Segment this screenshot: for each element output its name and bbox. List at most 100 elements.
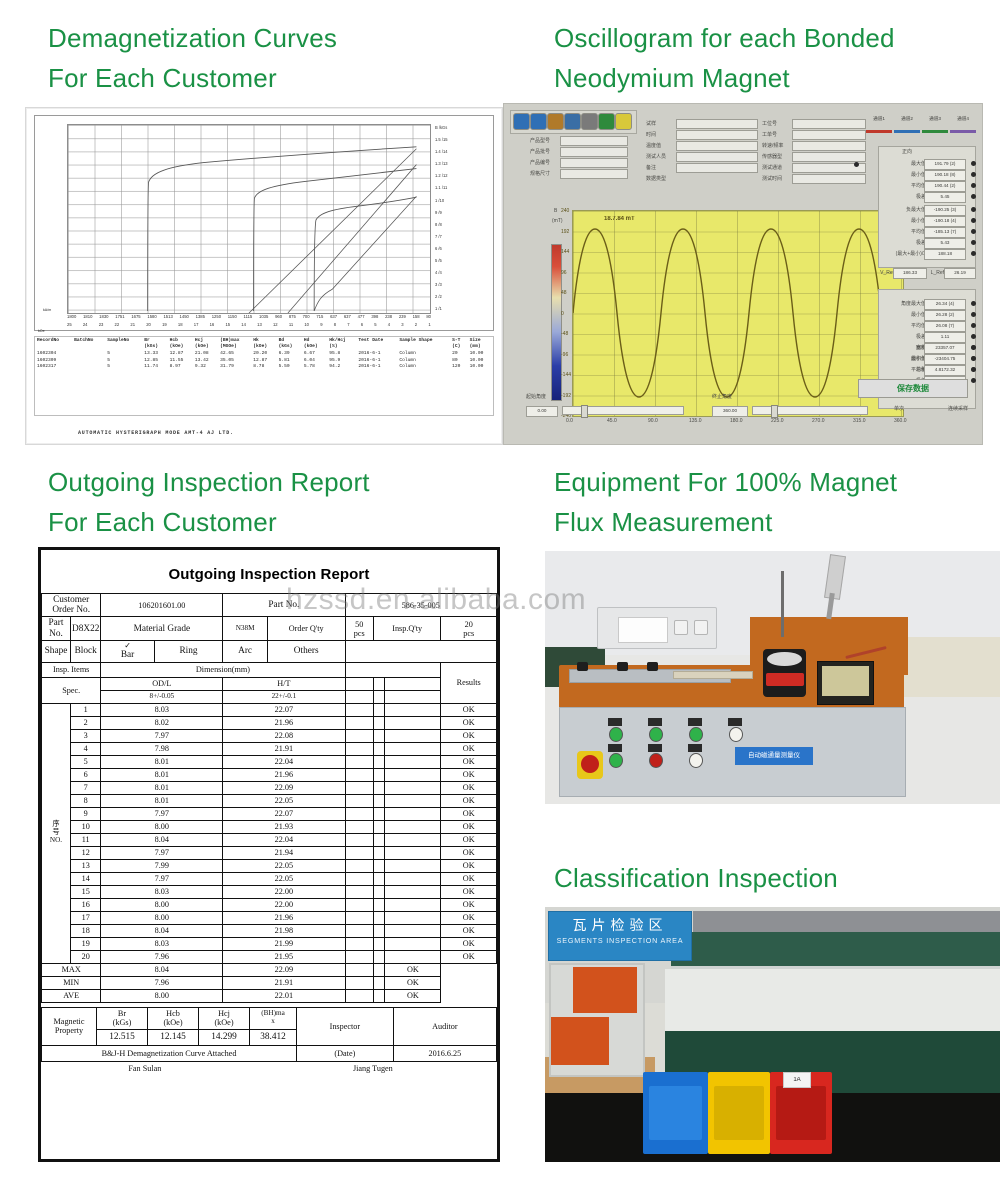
- door-icon[interactable]: [615, 113, 632, 130]
- equip-knob-1[interactable]: [577, 662, 588, 671]
- demag-x-tick: 1115: [243, 314, 253, 319]
- osc-label-a2: 产品批号: [530, 149, 551, 155]
- equip-knob-2[interactable]: [617, 662, 628, 671]
- indicator-lamp-green[interactable]: [649, 727, 663, 742]
- osc-field-c6[interactable]: [792, 174, 866, 184]
- printer-icon[interactable]: [547, 113, 564, 130]
- demag-x-tick: 238: [385, 314, 393, 319]
- osc-field-b2[interactable]: [676, 130, 758, 140]
- gauss-meter-button-1[interactable]: [674, 620, 688, 635]
- indicator-lamp-base: [648, 744, 662, 752]
- demag-cell: 6.04: [303, 357, 315, 363]
- shape-option-block[interactable]: Block: [69, 639, 102, 663]
- osc-stat-label: 最小值: [910, 356, 926, 362]
- section-heading-classification: Classification Inspection: [554, 858, 994, 898]
- measurement-row: 15 8.03 22.00 OK: [42, 884, 497, 899]
- curve-note: B&J-H Demagnetization Curve Attached: [41, 1044, 297, 1062]
- magnetic-head-hcj: Hcj (kOe): [198, 1006, 250, 1030]
- osc-field-b5[interactable]: [676, 163, 758, 173]
- measurement-blank: [344, 754, 374, 769]
- measurement-no: 6: [69, 767, 102, 782]
- osc-legend-item[interactable]: 通道3: [922, 116, 948, 133]
- osc-field-c3[interactable]: [792, 141, 866, 151]
- globe-icon[interactable]: [598, 113, 615, 130]
- part-no-value-2: D8X22: [69, 616, 102, 641]
- osc-field-a3[interactable]: [560, 158, 628, 168]
- demag-x-tick: 13: [257, 322, 262, 327]
- osc-stat-label: 面积: [915, 345, 926, 351]
- report-row-spec: 8+/-0.05 22+/-0.1: [42, 689, 497, 704]
- demag-x-tick: 22: [114, 322, 120, 327]
- measurement-h-t: 21.99: [222, 936, 346, 951]
- equip-knob-3[interactable]: [647, 662, 658, 671]
- wrench-icon[interactable]: [581, 113, 598, 130]
- osc-field-c2[interactable]: [792, 130, 866, 140]
- shape-option-bar[interactable]: ✓ Bar: [100, 639, 155, 663]
- osc-field-b3[interactable]: [676, 141, 758, 151]
- osc-field-a1[interactable]: [560, 136, 628, 146]
- osc-legend-item[interactable]: 通道1: [866, 116, 892, 133]
- demag-cell: 10.00: [469, 364, 484, 370]
- osc-label-a4: 规格尺寸: [530, 171, 551, 177]
- demag-x-tick: 4: [387, 322, 391, 327]
- osc-label-b2: 时间: [646, 132, 657, 138]
- col-h-t: H/T: [222, 676, 346, 691]
- material-grade-label: Material Grade: [100, 616, 224, 641]
- monitor-icon[interactable]: [564, 113, 581, 130]
- osc-slider-right-value: 360.00: [712, 406, 748, 417]
- measurement-h-t: 21.96: [222, 715, 346, 730]
- osc-slider-left-handle[interactable]: [581, 405, 588, 418]
- emergency-stop-button[interactable]: [577, 751, 603, 779]
- demag-x-tick: 1810: [83, 314, 93, 319]
- osc-y-axis-unit2: (mT): [552, 218, 563, 224]
- shape-option-others[interactable]: Others: [266, 639, 346, 663]
- osc-field-c4[interactable]: [792, 152, 866, 162]
- osc-field-c1[interactable]: [792, 119, 866, 129]
- measurement-blank: [372, 819, 386, 834]
- indicator-lamp-white[interactable]: [729, 727, 743, 742]
- demag-x-tick: 715: [316, 314, 324, 319]
- osc-radio-1-label[interactable]: 单次: [893, 406, 904, 412]
- osc-field-b4[interactable]: [676, 152, 758, 162]
- shape-option-ring[interactable]: Ring: [153, 639, 224, 663]
- measurement-h-t: 22.04: [222, 754, 346, 769]
- osc-legend-item[interactable]: 通道2: [894, 116, 920, 133]
- osc-field-c5[interactable]: [792, 163, 866, 173]
- back-icon[interactable]: [530, 113, 547, 130]
- osc-slider-right-handle[interactable]: [771, 405, 778, 418]
- classify-green-glass: [671, 932, 1000, 969]
- osc-heading-line1: Oscillogram for each Bonded: [554, 23, 895, 53]
- measurement-blank: [384, 910, 442, 925]
- osc-field-a2[interactable]: [560, 147, 628, 157]
- measurement-no: 1: [69, 702, 102, 717]
- osc-field-a4[interactable]: [560, 169, 628, 179]
- indicator-lamp-green[interactable]: [689, 727, 703, 742]
- indicator-lamp-green[interactable]: [609, 727, 623, 742]
- measurement-result: OK: [440, 702, 497, 717]
- measurement-no: 16: [69, 897, 102, 912]
- measurement-result: OK: [440, 793, 497, 808]
- gauss-meter-button-2[interactable]: [694, 620, 708, 635]
- indicator-lamp-white[interactable]: [689, 753, 703, 768]
- measurement-no: 14: [69, 871, 102, 886]
- osc-save-button[interactable]: 保存数据: [858, 379, 968, 398]
- measurement-blank: [372, 754, 386, 769]
- material-grade-value: N38M: [222, 616, 268, 641]
- refresh-icon[interactable]: [513, 113, 530, 130]
- osc-legend-label: 通道3: [929, 116, 941, 121]
- osc-slider-right[interactable]: [752, 405, 868, 418]
- osc-radio-2-label[interactable]: 连续采样: [947, 406, 968, 412]
- indicator-lamp-red[interactable]: [649, 753, 663, 768]
- osc-field-b1[interactable]: [676, 119, 758, 129]
- shape-option-arc[interactable]: Arc: [222, 639, 268, 663]
- osc-stat-indicator: [971, 334, 976, 339]
- osc-legend-item[interactable]: 通道4: [950, 116, 976, 133]
- outgoing-inspection-report: Outgoing Inspection Report Customer Orde…: [38, 547, 500, 1162]
- osc-slider-left[interactable]: [562, 405, 684, 418]
- measurement-no: 18: [69, 923, 102, 938]
- measurement-result: OK: [440, 884, 497, 899]
- measurement-blank: [372, 806, 386, 821]
- indicator-lamp-green[interactable]: [609, 753, 623, 768]
- equip-heading-line1: Equipment For 100% Magnet: [554, 467, 898, 497]
- measurement-row: 12 7.97 21.94 OK: [42, 845, 497, 860]
